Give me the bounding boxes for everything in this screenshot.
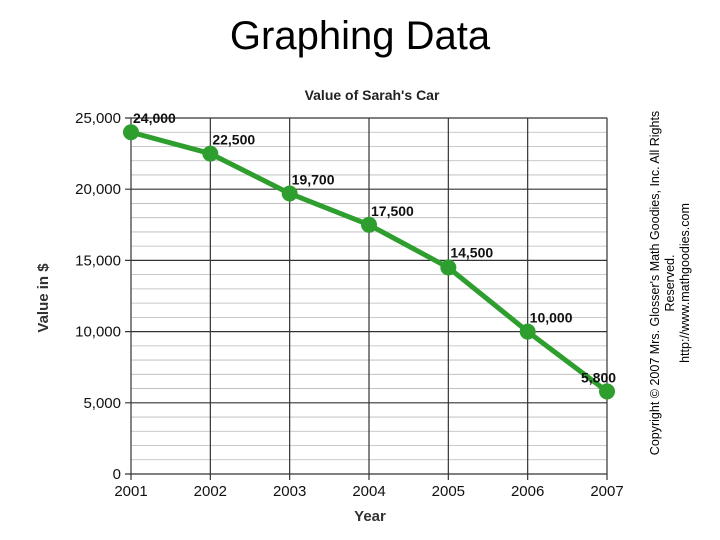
data-label: 22,500	[212, 132, 255, 148]
data-label: 5,800	[581, 369, 616, 385]
y-tick-label: 20,000	[75, 181, 121, 198]
data-point	[361, 216, 377, 233]
x-axis-label: Year	[354, 508, 386, 525]
x-tick-label: 2001	[114, 483, 147, 500]
series-car-value	[123, 124, 615, 400]
data-label: 24,000	[133, 110, 176, 126]
page-title: Graphing Data	[229, 14, 491, 58]
copyright-url: http://www.mathgoodies.com	[678, 203, 692, 363]
y-axis-label: Value in $	[35, 263, 52, 333]
data-label: 19,700	[292, 171, 335, 187]
x-tick-label: 2005	[432, 483, 465, 500]
data-point	[123, 124, 139, 141]
chart-grid	[125, 117, 608, 480]
data-point	[281, 185, 298, 202]
copyright-notice: Copyright © 2007 Mrs. Glosser's Math Goo…	[648, 103, 692, 463]
x-tick-label: 2006	[511, 483, 544, 500]
chart-title: Value of Sarah's Car	[305, 87, 440, 103]
x-tick-label: 2004	[352, 483, 385, 500]
y-tick-label: 15,000	[75, 252, 121, 269]
copyright-text: Copyright © 2007 Mrs. Glosser's Math Goo…	[648, 110, 677, 456]
data-point	[202, 145, 219, 162]
y-tick-label: 10,000	[75, 324, 121, 341]
y-tick-label: 0	[113, 466, 121, 483]
data-labels: 24,000 22,500 19,700 17,500 14,500 10,000 5,80…	[133, 110, 616, 385]
data-point	[440, 259, 457, 276]
data-label: 17,500	[371, 203, 414, 219]
x-axis-ticks: 2001 2002 2003 2004 2005 2006 2007	[114, 483, 623, 500]
data-label: 14,500	[450, 245, 493, 261]
data-point	[519, 323, 536, 340]
y-tick-label: 5,000	[83, 395, 121, 412]
x-tick-label: 2002	[194, 483, 227, 500]
data-point	[599, 383, 615, 400]
data-label: 10,000	[530, 310, 573, 326]
y-tick-label: 25,000	[75, 110, 121, 127]
y-axis-ticks: 0 5,000 10,000 15,000 20,000 25,000	[75, 110, 121, 483]
x-tick-label: 2007	[590, 483, 623, 500]
x-tick-label: 2003	[273, 483, 306, 500]
